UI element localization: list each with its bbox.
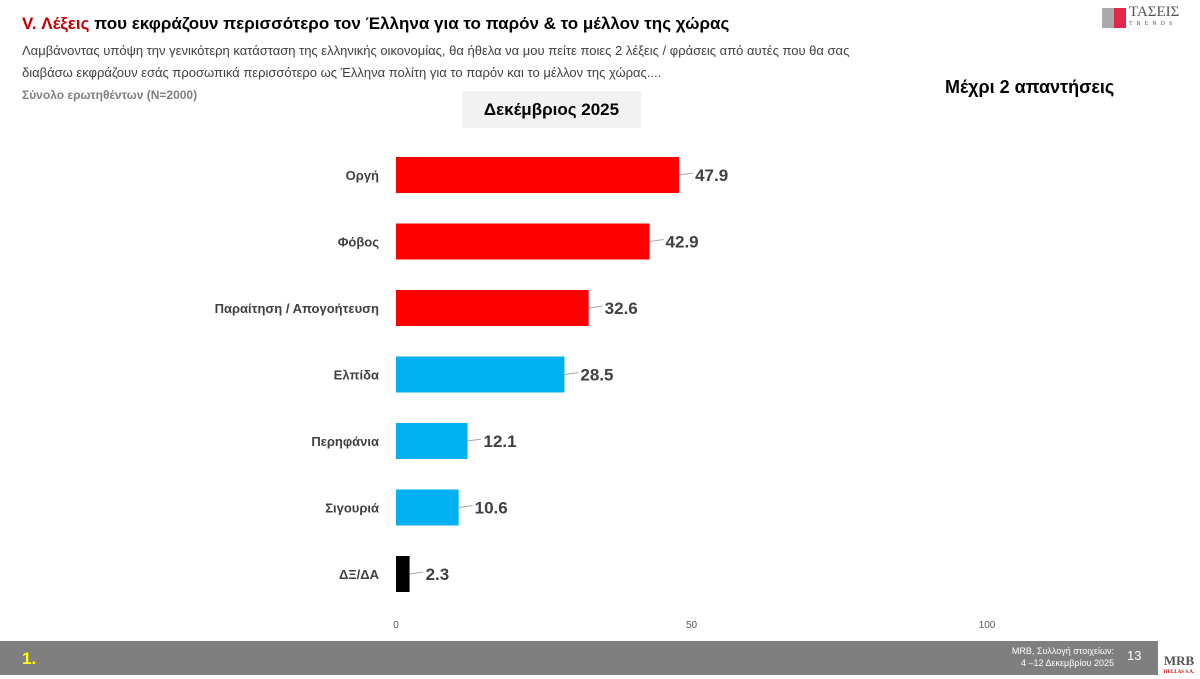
page-title: V. Λέξεις που εκφράζουν περισσότερο τον … [22, 14, 730, 33]
category-label: Ελπίδα [334, 368, 379, 383]
answers-note: Μέχρι 2 απαντήσεις [945, 77, 1115, 97]
leader-line [564, 372, 579, 375]
value-label: 42.9 [666, 233, 699, 252]
footer: 1. MRB, Συλλογή στοιχείων: 4 –12 Δεκεμβρί… [0, 641, 1200, 675]
bar [396, 556, 410, 592]
x-tick-label: 50 [686, 620, 698, 631]
page-number: 13 [1127, 648, 1142, 663]
leader-line [679, 172, 694, 176]
category-label: Οργή [346, 168, 379, 183]
leader-line [458, 505, 473, 508]
taseis-logo: ΤΑΣΕΙΣ TRENDS [1102, 5, 1179, 30]
source-note: MRB, Συλλογή στοιχείων: 4 –12 Δεκεμβρίου … [1011, 646, 1114, 668]
bar-chart: Οργή 47.9 Φόβος 42.9 Παραίτηση / Απογοήτευση… [215, 157, 996, 631]
x-tick-label: 100 [979, 620, 996, 631]
value-label: 10.6 [475, 499, 508, 518]
value-label: 32.6 [605, 299, 638, 318]
bar [396, 489, 459, 526]
sample-base: Σύνολο ερωτηθέντων (N=2000) [22, 88, 198, 102]
category-label: Φόβος [338, 235, 379, 250]
mrb-logo: MRB HELLAS S.A. [1158, 641, 1200, 675]
bar [396, 290, 589, 326]
bar [396, 157, 680, 193]
leader-line [409, 571, 424, 575]
category-label: ΔΞ/ΔΑ [339, 567, 380, 582]
bar [396, 223, 650, 260]
value-label: 2.3 [426, 565, 450, 584]
category-label: Σιγουριά [325, 501, 379, 516]
question-text: Λαμβάνοντας υπόψη την γενικότερη κατάστα… [22, 43, 850, 80]
leader-line [467, 438, 482, 442]
category-label: Περηφάνια [311, 434, 379, 449]
leader-line [588, 305, 603, 309]
bar [396, 423, 468, 459]
bar [396, 356, 565, 393]
value-label: 28.5 [580, 366, 613, 385]
category-label: Παραίτηση / Απογοήτευση [215, 301, 379, 316]
value-label: 47.9 [695, 166, 728, 185]
leader-line [649, 239, 664, 242]
period-label: Δεκέμβριος 2025 [462, 91, 641, 128]
value-label: 12.1 [484, 432, 517, 451]
x-tick-label: 0 [393, 620, 399, 631]
slide-label: 1. [22, 649, 37, 668]
